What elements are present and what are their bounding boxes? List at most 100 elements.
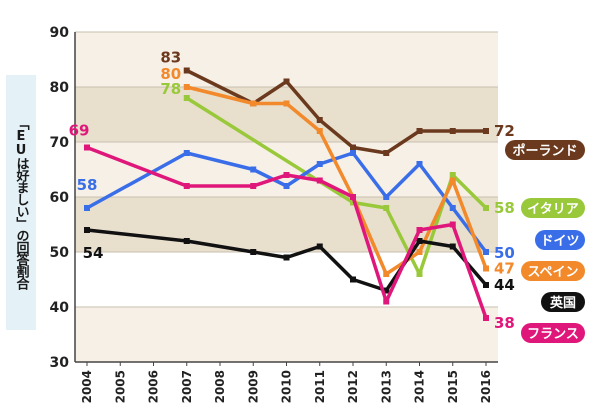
data-point bbox=[316, 177, 323, 184]
data-label: 78 bbox=[160, 80, 181, 98]
plot-band bbox=[75, 307, 498, 362]
data-point bbox=[383, 150, 390, 156]
y-tick-label: 50 bbox=[50, 245, 70, 261]
x-tick-label: 2016 bbox=[479, 370, 493, 403]
series-line bbox=[86, 228, 488, 293]
data-point bbox=[283, 100, 290, 107]
series-英国: 54 44 英国 bbox=[83, 227, 585, 312]
data-label: 83 bbox=[160, 49, 181, 67]
data-point bbox=[283, 183, 290, 189]
data-label: 69 bbox=[69, 122, 90, 140]
data-point bbox=[350, 194, 356, 200]
data-point bbox=[416, 161, 423, 167]
legend-badge bbox=[541, 292, 585, 312]
data-point bbox=[383, 287, 390, 294]
legend-badge bbox=[535, 230, 585, 250]
data-label: 58 bbox=[77, 176, 98, 194]
series-line bbox=[86, 145, 488, 319]
data-point bbox=[250, 249, 257, 255]
y-axis-label: 「EUは好ましい」の回答割合 bbox=[13, 116, 29, 289]
data-point bbox=[483, 315, 489, 321]
legend-badge bbox=[505, 140, 585, 160]
data-point bbox=[316, 128, 323, 134]
legend-label: イタリア bbox=[527, 202, 578, 217]
legend-badge bbox=[521, 198, 585, 218]
y-tick-label: 60 bbox=[50, 190, 70, 206]
data-point bbox=[483, 128, 489, 134]
legend-label: ドイツ bbox=[540, 234, 579, 249]
x-tick-label: 2008 bbox=[213, 370, 227, 403]
data-label: 44 bbox=[494, 276, 515, 294]
y-tick-label: 30 bbox=[50, 355, 70, 371]
x-tick-label: 2004 bbox=[80, 370, 94, 403]
x-tick-label: 2013 bbox=[379, 370, 393, 403]
data-point bbox=[416, 271, 423, 277]
y-axis-label-box: 「EUは好ましい」の回答割合 bbox=[6, 75, 36, 330]
data-point bbox=[416, 227, 423, 233]
data-point bbox=[283, 78, 290, 85]
data-point bbox=[183, 150, 190, 156]
data-point bbox=[483, 265, 489, 272]
legend-label: フランス bbox=[527, 327, 579, 342]
series-ポーランド: 83 72 ポーランド bbox=[160, 49, 585, 160]
data-point bbox=[350, 150, 356, 156]
x-tick-label: 2015 bbox=[446, 370, 460, 403]
data-point bbox=[250, 100, 257, 107]
data-label: 58 bbox=[494, 199, 515, 217]
data-point bbox=[449, 128, 456, 134]
series-line bbox=[86, 151, 488, 254]
data-point bbox=[350, 276, 356, 283]
y-tick-label: 40 bbox=[50, 300, 70, 316]
data-point bbox=[383, 194, 390, 200]
data-point bbox=[84, 227, 90, 233]
data-point bbox=[250, 166, 257, 173]
data-label: 80 bbox=[160, 65, 181, 83]
data-point bbox=[483, 282, 489, 288]
data-label: 47 bbox=[494, 260, 515, 278]
legend-label: 英国 bbox=[549, 295, 576, 311]
data-point bbox=[383, 271, 390, 277]
y-tick-label: 80 bbox=[50, 80, 70, 96]
x-tick-label: 2014 bbox=[413, 370, 427, 403]
data-point bbox=[449, 172, 456, 178]
data-label: 72 bbox=[494, 122, 515, 140]
data-label: 50 bbox=[494, 244, 515, 262]
data-point bbox=[183, 238, 190, 244]
legend-badge bbox=[521, 323, 585, 343]
series-フランス: 69 38 フランス bbox=[69, 122, 585, 343]
data-point bbox=[383, 205, 390, 211]
legend-label: ポーランド bbox=[512, 143, 577, 159]
data-point bbox=[416, 238, 423, 244]
data-point bbox=[316, 243, 323, 250]
data-point bbox=[283, 254, 290, 261]
data-point bbox=[449, 205, 456, 211]
data-point bbox=[383, 298, 390, 305]
data-point bbox=[84, 205, 90, 211]
data-label: 54 bbox=[83, 244, 104, 262]
data-point bbox=[250, 183, 257, 189]
data-point bbox=[183, 95, 190, 101]
data-point bbox=[416, 128, 423, 134]
x-tick-label: 2007 bbox=[180, 370, 194, 403]
data-point bbox=[183, 183, 190, 189]
data-point bbox=[283, 172, 290, 178]
data-point bbox=[416, 249, 423, 255]
plot-band bbox=[75, 252, 498, 307]
data-point bbox=[483, 205, 489, 211]
x-tick-label: 2010 bbox=[280, 370, 294, 403]
y-tick-label: 90 bbox=[50, 25, 70, 41]
x-tick-label: 2012 bbox=[346, 370, 360, 403]
series-スペイン: 80 47 スペイン bbox=[160, 65, 585, 281]
data-point bbox=[483, 249, 489, 255]
data-point bbox=[183, 67, 190, 74]
data-point bbox=[316, 117, 323, 123]
data-point bbox=[183, 84, 190, 90]
legend-badge bbox=[521, 261, 585, 281]
x-tick-label: 2005 bbox=[113, 370, 127, 403]
data-point bbox=[84, 144, 90, 151]
data-point bbox=[350, 144, 356, 151]
x-tick-label: 2009 bbox=[246, 370, 260, 403]
data-point bbox=[449, 243, 456, 250]
data-point bbox=[449, 177, 456, 184]
